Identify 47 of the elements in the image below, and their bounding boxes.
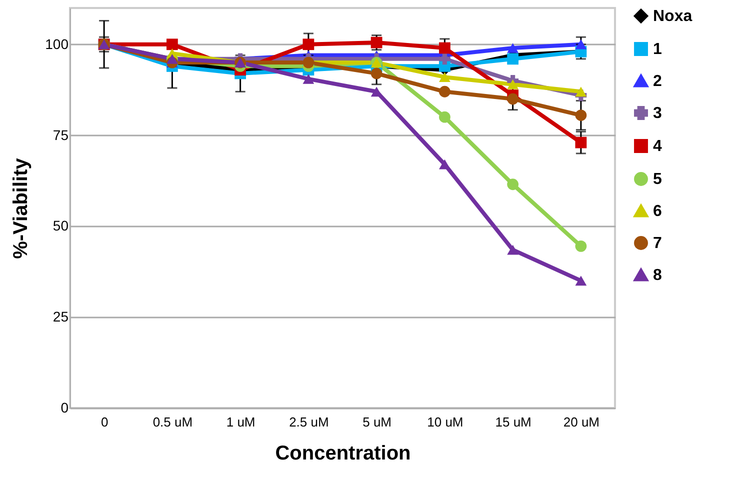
y-tick-label: 50 (52, 218, 69, 234)
point (438, 86, 450, 98)
point (575, 136, 587, 148)
point (575, 39, 587, 50)
point (575, 110, 587, 121)
x-tick-label: 0.5 uM (152, 414, 193, 430)
x-tick-label: 10 uM (427, 414, 464, 430)
y-axis-title: %-Viability (10, 157, 32, 259)
point (370, 36, 382, 48)
y-tick-label: 0 (60, 400, 69, 416)
x-tick-label: 2.5 uM (289, 414, 329, 430)
point (438, 159, 450, 170)
point (507, 244, 519, 255)
point (438, 42, 450, 54)
legend-label: 2 (653, 73, 662, 90)
point (575, 276, 587, 286)
point (438, 111, 450, 123)
legend-label: Noxa (653, 8, 692, 25)
point (575, 86, 587, 97)
point (507, 93, 519, 105)
point (575, 240, 587, 252)
point (507, 53, 519, 65)
x-tick-label: 1 uM (226, 414, 256, 430)
y-tick-label: 75 (52, 126, 69, 143)
y-tick-label: 25 (52, 308, 69, 325)
point (370, 68, 382, 80)
point (166, 38, 178, 50)
legend-label: 4 (653, 138, 662, 155)
x-tick-label: 0 (100, 414, 108, 430)
x-tick-label: 15 uM (495, 414, 532, 430)
legend-label: 3 (653, 105, 662, 122)
point (507, 79, 519, 90)
point (438, 72, 450, 82)
y-tick-label: 100 (45, 36, 69, 52)
x-tick-label: 5 uM (362, 414, 392, 430)
legend-label: 5 (653, 171, 662, 188)
point (302, 38, 314, 50)
point (507, 43, 519, 53)
point (302, 74, 314, 84)
legend-label: 1 (653, 41, 662, 58)
legend-label: 6 (653, 203, 662, 220)
point (507, 178, 519, 190)
legend-label: 7 (653, 235, 662, 252)
x-axis-title: Concentration (275, 442, 411, 464)
point (438, 53, 450, 65)
legend-label: 8 (653, 267, 662, 284)
x-tick-label: 20 uM (563, 414, 600, 430)
